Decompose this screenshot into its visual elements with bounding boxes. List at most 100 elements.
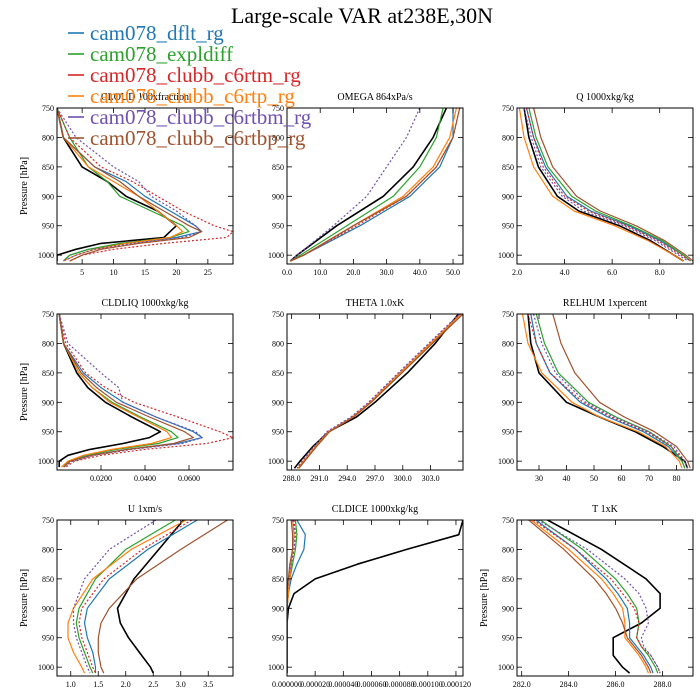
x-tick-label: 0.000000: [272, 680, 302, 689]
series-lines: [57, 108, 233, 262]
y-tick-label: 850: [272, 163, 284, 172]
y-tick-label: 800: [42, 545, 54, 554]
series-line-cam078_clubb_c6rtm_rg: [525, 108, 691, 262]
y-tick-label: 900: [42, 192, 54, 201]
x-tick-label: 2.0: [121, 680, 131, 689]
panel-2: OMEGA 864xPa/s 750 800 850 900 950 1000 0.0 10.0…: [268, 92, 464, 277]
x-tick-label: 0.0: [282, 268, 292, 277]
legend-label: cam078_dflt_rg: [90, 21, 224, 45]
y-tick-label: 850: [272, 575, 284, 584]
y-tick-label: 1000: [38, 663, 54, 672]
series-line-cam078_expldiff: [540, 520, 659, 674]
x-tick-label: 300.0: [394, 474, 412, 483]
y-tick-label: 900: [502, 604, 514, 613]
panel-title: OMEGA 864xPa/s: [337, 92, 412, 103]
x-tick-label: 40.0: [413, 268, 427, 277]
y-tick-label: 900: [42, 398, 54, 407]
legend-label: cam078_expldiff: [90, 42, 233, 66]
panel-5: THETA 1.0xK 750 800 850 900 950 1000 288.0 291.0…: [268, 298, 464, 483]
y-tick-label: 1000: [498, 457, 514, 466]
series-line-cam078_clubb_c6rtbm_rg: [537, 520, 661, 674]
y-tick-label: 850: [42, 163, 54, 172]
x-tick-label: 50.0: [446, 268, 460, 277]
x-tick-label: 282.0: [513, 680, 531, 689]
y-tick-label: 800: [42, 133, 54, 142]
series-line-cam078_clubb_c6rtbm_rg: [289, 108, 421, 262]
series-line-cam078_expldiff: [535, 314, 686, 469]
y-tick-label: 900: [272, 604, 284, 613]
y-tick-label: 800: [502, 133, 514, 142]
x-tick-label: 0.0400: [134, 474, 156, 483]
series-line-cam078_clubb_c6rtm_rg: [533, 520, 661, 674]
series-line-cam078_clubb_c6rtbm_rg: [57, 108, 203, 262]
series-line-cam078_clubb_c6rtm_rg: [78, 520, 193, 674]
y-tick-label: 800: [272, 133, 284, 142]
y-tick-label: 950: [42, 634, 54, 643]
y-axis-label: Pressure [hPa]: [19, 363, 30, 421]
plot-frame: [516, 313, 694, 471]
y-tick-label: 900: [272, 192, 284, 201]
y-tick-label: 1000: [268, 663, 284, 672]
x-tick-label: 291.0: [310, 474, 328, 483]
series-lines: [67, 520, 228, 674]
series-line-cam078_clubb_c6rtbp_rg: [298, 314, 463, 469]
x-tick-label: 25: [204, 268, 212, 277]
x-tick-label: 3.5: [203, 680, 213, 689]
y-tick-label: 1000: [268, 251, 284, 260]
series-lines: [528, 520, 661, 674]
y-tick-label: 1000: [38, 457, 54, 466]
series-line-cam078_clubb_c6rtp_rg: [297, 314, 462, 469]
y-tick-label: 900: [42, 604, 54, 613]
x-tick-label: 6.0: [607, 268, 617, 277]
x-tick-label: 294.0: [338, 474, 356, 483]
legend-label: cam078_clubb_c6rtm_rg: [90, 63, 301, 87]
x-tick-label: 5: [80, 268, 84, 277]
y-axis-label: Pressure [hPa]: [19, 157, 30, 215]
y-tick-label: 850: [502, 163, 514, 172]
x-tick-label: 15: [141, 268, 149, 277]
panel-1: CLOUD 100xfraction Pressure [hPa] 750 800 85…: [19, 92, 234, 277]
series-line-cam078_clubb_c6rtp_rg: [530, 520, 649, 674]
x-tick-label: 0.000080: [385, 680, 415, 689]
plot-frame: [286, 107, 464, 265]
y-tick-label: 850: [42, 575, 54, 584]
x-tick-label: 0.000020: [300, 680, 330, 689]
panel-title: CLOUD 100xfraction: [101, 92, 189, 103]
y-tick-label: 1000: [498, 251, 514, 260]
legend-item: cam078_expldiff: [68, 42, 233, 66]
panel-title: CLDICE 1000xkg/kg: [332, 504, 418, 515]
series-lines: [293, 314, 463, 469]
series-lines: [289, 108, 461, 262]
y-tick-label: 750: [42, 310, 54, 319]
x-tick-label: 80: [673, 474, 681, 483]
series-line-cam078_clubb_c6rtm_rg: [527, 314, 689, 469]
series-line-cam078_clubb_c6rtbp_rg: [287, 520, 294, 674]
x-tick-label: 288.0: [283, 474, 301, 483]
legend-item: cam078_dflt_rg: [68, 21, 224, 45]
series-line-cam078_clubb_c6rtbm_rg: [72, 520, 157, 674]
x-tick-label: 4.0: [560, 268, 570, 277]
panels: CLOUD 100xfraction Pressure [hPa] 750 800 85…: [19, 92, 694, 689]
series-lines: [58, 314, 233, 468]
series-line-cam078_clubb_c6rtp_rg: [518, 108, 684, 262]
y-tick-label: 1000: [498, 663, 514, 672]
y-tick-label: 900: [502, 398, 514, 407]
legend: cam078_dflt_rgcam078_expldiffcam078_club…: [68, 21, 312, 150]
series-line-cam078_clubb_c6rtbm_rg: [296, 314, 460, 469]
x-tick-label: 10.0: [313, 268, 327, 277]
x-tick-label: 2.5: [148, 680, 158, 689]
series-line-cam078_clubb_c6rtbm_rg: [58, 314, 203, 468]
y-tick-label: 750: [272, 310, 284, 319]
x-tick-label: 30: [535, 474, 543, 483]
x-tick-label: 1.0: [66, 680, 76, 689]
y-tick-label: 1000: [38, 251, 54, 260]
x-tick-label: 20.0: [346, 268, 360, 277]
legend-label: cam078_clubb_c6rtbm_rg: [90, 105, 312, 129]
legend-item: cam078_clubb_c6rtm_rg: [68, 63, 301, 87]
panel-3: Q 1000xkg/kg 750 800 850 900 950 1000 2.0 4.0 6.0…: [498, 92, 694, 277]
series-line-cam078_clubb_c6rtbp_rg: [552, 314, 691, 469]
x-tick-label: 0.000120: [441, 680, 471, 689]
y-tick-label: 800: [502, 339, 514, 348]
panel-title: Q 1000xkg/kg: [576, 92, 634, 103]
